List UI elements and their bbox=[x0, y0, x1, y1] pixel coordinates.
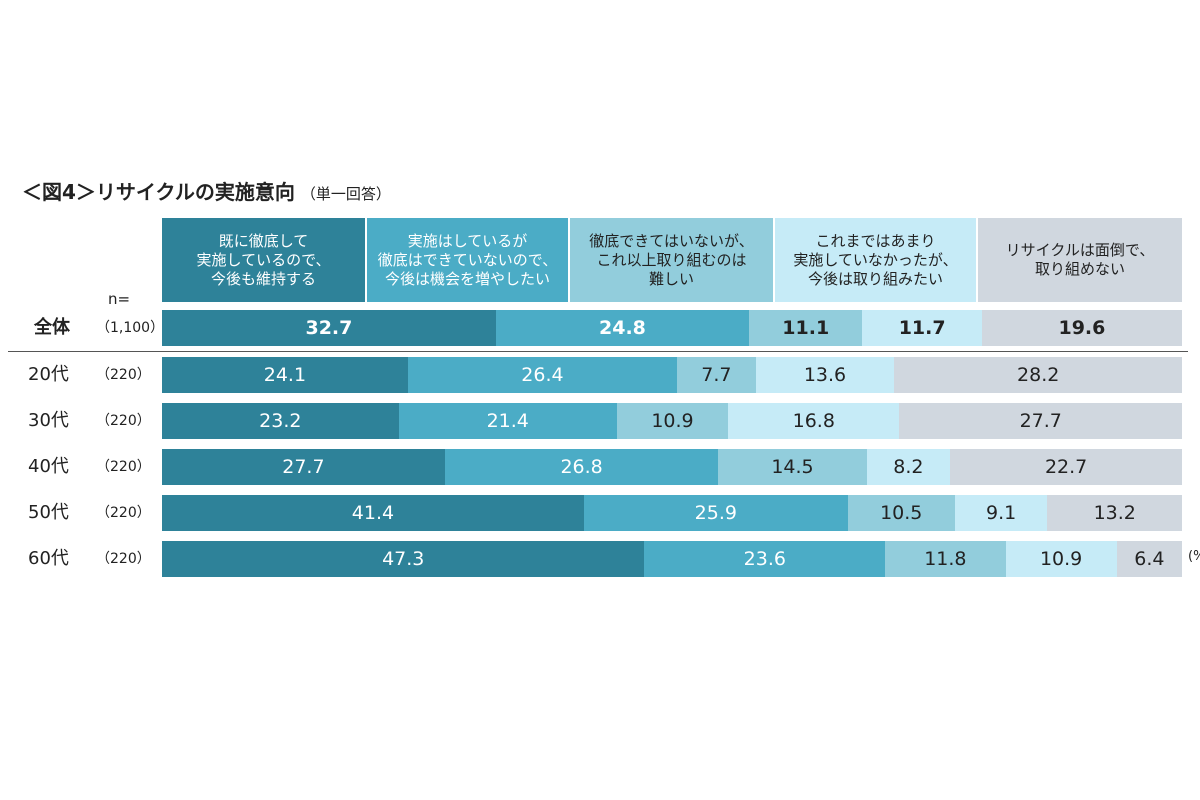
bar-segment-3: 14.5 bbox=[718, 449, 867, 485]
data-label: 16.8 bbox=[792, 410, 835, 432]
bar-segment-4: 16.8 bbox=[728, 403, 900, 439]
data-label: 14.5 bbox=[771, 456, 814, 478]
stacked-bar: 32.7 24.8 11.1 11.7 19.6 bbox=[162, 310, 1182, 346]
unit-label: (% bbox=[1188, 549, 1200, 564]
bar-segment-3: 10.9 bbox=[616, 403, 729, 439]
data-label: 26.4 bbox=[521, 364, 564, 386]
bar-segment-2: 26.8 bbox=[444, 449, 719, 485]
data-label: 7.7 bbox=[701, 364, 732, 386]
data-label: 23.6 bbox=[743, 548, 786, 570]
category-label: 全体 bbox=[34, 317, 70, 338]
data-label: 11.1 bbox=[782, 317, 830, 339]
data-label: 24.1 bbox=[263, 364, 307, 386]
data-label: 8.2 bbox=[893, 456, 924, 478]
bar-segment-1: 24.1 bbox=[162, 357, 408, 393]
data-label: 27.7 bbox=[1019, 410, 1062, 432]
bar-segment-5: 6.4 bbox=[1116, 541, 1182, 577]
bar-segment-3: 11.8 bbox=[885, 541, 1006, 577]
data-label: 10.9 bbox=[651, 410, 694, 432]
data-label: 22.7 bbox=[1044, 456, 1088, 478]
bar-segment-5: 27.7 bbox=[899, 403, 1182, 439]
data-label: 23.2 bbox=[259, 410, 302, 432]
chart-title: ＜図4＞リサイクルの実施意向 （単一回答） bbox=[22, 176, 391, 205]
bar-segment-4: 11.7 bbox=[862, 310, 982, 346]
data-label: 24.8 bbox=[599, 317, 646, 339]
bar-segment-5: 22.7 bbox=[950, 449, 1182, 485]
data-label: 9.1 bbox=[986, 502, 1017, 524]
bar-segment-2: 21.4 bbox=[398, 403, 617, 439]
bar-segment-3: 11.1 bbox=[749, 310, 863, 346]
data-label: 28.2 bbox=[1017, 364, 1060, 386]
stacked-bar: 41.4 25.9 10.5 9.1 13.2 bbox=[162, 495, 1182, 531]
chart-title-text: ＜図4＞リサイクルの実施意向 bbox=[22, 180, 295, 204]
bar-segment-5: 13.2 bbox=[1047, 495, 1182, 531]
bar-segment-2: 23.6 bbox=[644, 541, 886, 577]
bar-segment-3: 10.5 bbox=[847, 495, 955, 531]
legend-item-4: これまではあまり 実施していなかったが、 今後は取り組みたい bbox=[775, 218, 976, 302]
data-label: 41.4 bbox=[351, 502, 395, 524]
sample-size-header: n= bbox=[108, 290, 131, 308]
bar-segment-3: 7.7 bbox=[677, 357, 756, 393]
category-label: 40代 bbox=[28, 456, 69, 477]
data-label: 32.7 bbox=[305, 317, 353, 339]
category-label: 60代 bbox=[28, 548, 69, 569]
bar-segment-1: 27.7 bbox=[162, 449, 445, 485]
data-label: 19.6 bbox=[1058, 317, 1106, 339]
sample-size-label: （220） bbox=[96, 551, 151, 567]
legend-item-2: 実施はしているが 徹底はできていないので、 今後は機会を増やしたい bbox=[367, 218, 568, 302]
sample-size-label: （220） bbox=[96, 367, 151, 383]
data-label: 21.4 bbox=[486, 410, 529, 432]
data-label: 11.8 bbox=[924, 548, 967, 570]
data-label: 6.4 bbox=[1134, 548, 1165, 570]
bar-segment-1: 47.3 bbox=[162, 541, 645, 577]
data-label: 26.8 bbox=[560, 456, 603, 478]
sample-size-label: （220） bbox=[96, 413, 151, 429]
sample-size-label: （220） bbox=[96, 505, 151, 521]
data-label: 13.2 bbox=[1093, 502, 1136, 524]
bar-segment-2: 24.8 bbox=[495, 310, 750, 346]
stacked-bar: 23.2 21.4 10.9 16.8 27.7 bbox=[162, 403, 1182, 439]
bar-segment-5: 19.6 bbox=[981, 310, 1182, 346]
legend-item-5: リサイクルは面倒で、 取り組めない bbox=[978, 218, 1182, 302]
bar-segment-4: 8.2 bbox=[866, 449, 951, 485]
category-label: 20代 bbox=[28, 364, 69, 385]
stacked-bar: 27.7 26.8 14.5 8.2 22.7 bbox=[162, 449, 1182, 485]
data-label: 10.5 bbox=[880, 502, 923, 524]
bar-segment-1: 23.2 bbox=[162, 403, 399, 439]
total-divider-line bbox=[8, 351, 1188, 352]
data-label: 47.3 bbox=[382, 548, 425, 570]
bar-segment-4: 10.9 bbox=[1005, 541, 1117, 577]
sample-size-label: （220） bbox=[96, 459, 151, 475]
data-label: 11.7 bbox=[898, 317, 946, 339]
bar-segment-5: 28.2 bbox=[894, 357, 1182, 393]
bar-segment-4: 13.6 bbox=[755, 357, 895, 393]
bar-segment-2: 25.9 bbox=[583, 495, 848, 531]
legend-item-3: 徹底できてはいないが、 これ以上取り組むのは 難しい bbox=[570, 218, 773, 302]
bar-segment-4: 9.1 bbox=[954, 495, 1048, 531]
category-label: 30代 bbox=[28, 410, 69, 431]
data-label: 27.7 bbox=[282, 456, 325, 478]
bar-segment-1: 41.4 bbox=[162, 495, 584, 531]
sample-size-label: （1,100） bbox=[96, 320, 165, 336]
data-label: 13.6 bbox=[803, 364, 847, 386]
stacked-bar: 24.1 26.4 7.7 13.6 28.2 bbox=[162, 357, 1182, 393]
bar-segment-1: 32.7 bbox=[162, 310, 496, 346]
bar-segment-2: 26.4 bbox=[407, 357, 678, 393]
data-label: 10.9 bbox=[1039, 548, 1083, 570]
stacked-bar: 47.3 23.6 11.8 10.9 6.4 bbox=[162, 541, 1182, 577]
legend-item-1: 既に徹底して 実施しているので、 今後も維持する bbox=[162, 218, 365, 302]
chart-subtitle: （単一回答） bbox=[300, 185, 391, 203]
category-label: 50代 bbox=[28, 502, 69, 523]
data-label: 25.9 bbox=[694, 502, 737, 524]
